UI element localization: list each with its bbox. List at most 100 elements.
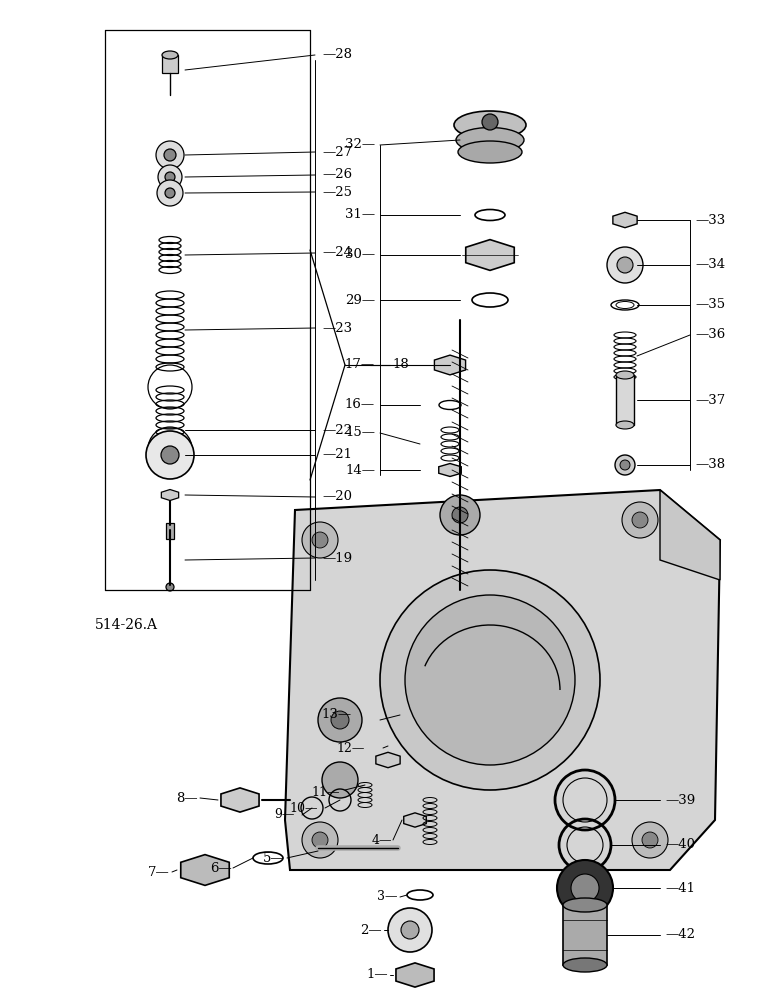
Text: —35: —35 (695, 298, 725, 312)
Polygon shape (161, 489, 178, 500)
Text: 6—: 6— (210, 861, 232, 874)
Text: 17—: 17— (345, 359, 375, 371)
Text: 4—: 4— (371, 834, 392, 846)
Text: —42: —42 (665, 928, 695, 942)
Circle shape (302, 822, 338, 858)
Circle shape (146, 431, 194, 479)
Bar (616, 375, 634, 425)
Text: 32—: 32— (345, 138, 375, 151)
Text: —36: —36 (695, 328, 725, 342)
Polygon shape (438, 464, 461, 477)
Circle shape (157, 180, 183, 206)
Text: —24: —24 (322, 246, 352, 259)
Circle shape (302, 522, 338, 558)
Circle shape (388, 908, 432, 952)
Bar (563, 905, 607, 965)
Circle shape (166, 583, 174, 591)
Circle shape (331, 711, 349, 729)
Text: 16—: 16— (345, 398, 375, 412)
Text: —40: —40 (665, 838, 695, 852)
Text: 2—: 2— (361, 924, 382, 936)
Circle shape (312, 532, 328, 548)
Text: —28: —28 (322, 48, 352, 62)
Polygon shape (221, 788, 259, 812)
Circle shape (380, 570, 600, 790)
Bar (162, 55, 178, 73)
Text: —34: —34 (695, 258, 725, 271)
Circle shape (482, 114, 498, 130)
Circle shape (617, 257, 633, 273)
Circle shape (312, 832, 328, 848)
Circle shape (622, 502, 658, 538)
Text: 29—: 29— (345, 294, 375, 306)
Circle shape (318, 698, 362, 742)
Text: —26: —26 (322, 168, 352, 182)
Circle shape (401, 921, 419, 939)
Text: —25: —25 (322, 186, 352, 198)
Circle shape (165, 188, 175, 198)
Polygon shape (376, 752, 400, 768)
Text: 31—: 31— (345, 209, 375, 222)
Circle shape (620, 460, 630, 470)
Circle shape (607, 247, 643, 283)
Text: 5—: 5— (263, 852, 285, 864)
Circle shape (571, 874, 599, 902)
Circle shape (158, 165, 182, 189)
Polygon shape (466, 240, 514, 270)
Circle shape (615, 455, 635, 475)
Ellipse shape (563, 898, 607, 912)
Text: —21: —21 (322, 448, 352, 462)
Circle shape (322, 762, 358, 798)
Text: 30—: 30— (345, 248, 375, 261)
Bar (166, 523, 174, 539)
Polygon shape (181, 855, 229, 885)
Text: 8—: 8— (176, 792, 198, 804)
Text: —41: —41 (665, 882, 695, 894)
Text: 514-26.A: 514-26.A (95, 618, 158, 632)
Polygon shape (396, 963, 434, 987)
Text: 7—: 7— (148, 865, 170, 879)
Text: —20: —20 (322, 490, 352, 504)
Circle shape (161, 446, 179, 464)
Circle shape (156, 141, 184, 169)
Circle shape (165, 172, 175, 182)
Text: 12—: 12— (337, 742, 365, 754)
Text: —22: —22 (322, 424, 352, 436)
Text: —27: —27 (322, 145, 352, 158)
Circle shape (452, 507, 468, 523)
Circle shape (632, 512, 648, 528)
Circle shape (405, 595, 575, 765)
Text: 14—: 14— (345, 464, 375, 477)
Polygon shape (435, 355, 466, 375)
Ellipse shape (563, 958, 607, 972)
Text: —38: —38 (695, 458, 725, 472)
Text: —39: —39 (665, 794, 696, 806)
Text: 11—: 11— (311, 786, 340, 800)
Ellipse shape (162, 51, 178, 59)
Ellipse shape (456, 127, 524, 152)
Text: 13—: 13— (322, 708, 352, 720)
Polygon shape (404, 813, 426, 827)
Text: —19: —19 (322, 552, 352, 564)
Text: —23: —23 (322, 322, 352, 334)
Polygon shape (285, 490, 720, 870)
Circle shape (164, 149, 176, 161)
Text: —37: —37 (695, 393, 725, 406)
Text: 18: 18 (392, 359, 408, 371)
Circle shape (642, 832, 658, 848)
Ellipse shape (458, 141, 522, 163)
Text: 1—: 1— (367, 968, 388, 982)
Ellipse shape (616, 371, 634, 379)
Ellipse shape (616, 421, 634, 429)
Text: 3—: 3— (378, 890, 398, 904)
Text: —33: —33 (695, 214, 725, 227)
Polygon shape (660, 490, 720, 580)
Circle shape (632, 822, 668, 858)
Polygon shape (613, 212, 637, 228)
Circle shape (440, 495, 480, 535)
Text: 15—: 15— (345, 426, 375, 440)
Text: 9—: 9— (275, 808, 295, 822)
Ellipse shape (454, 111, 526, 139)
Circle shape (557, 860, 613, 916)
Text: 10—: 10— (290, 802, 318, 814)
